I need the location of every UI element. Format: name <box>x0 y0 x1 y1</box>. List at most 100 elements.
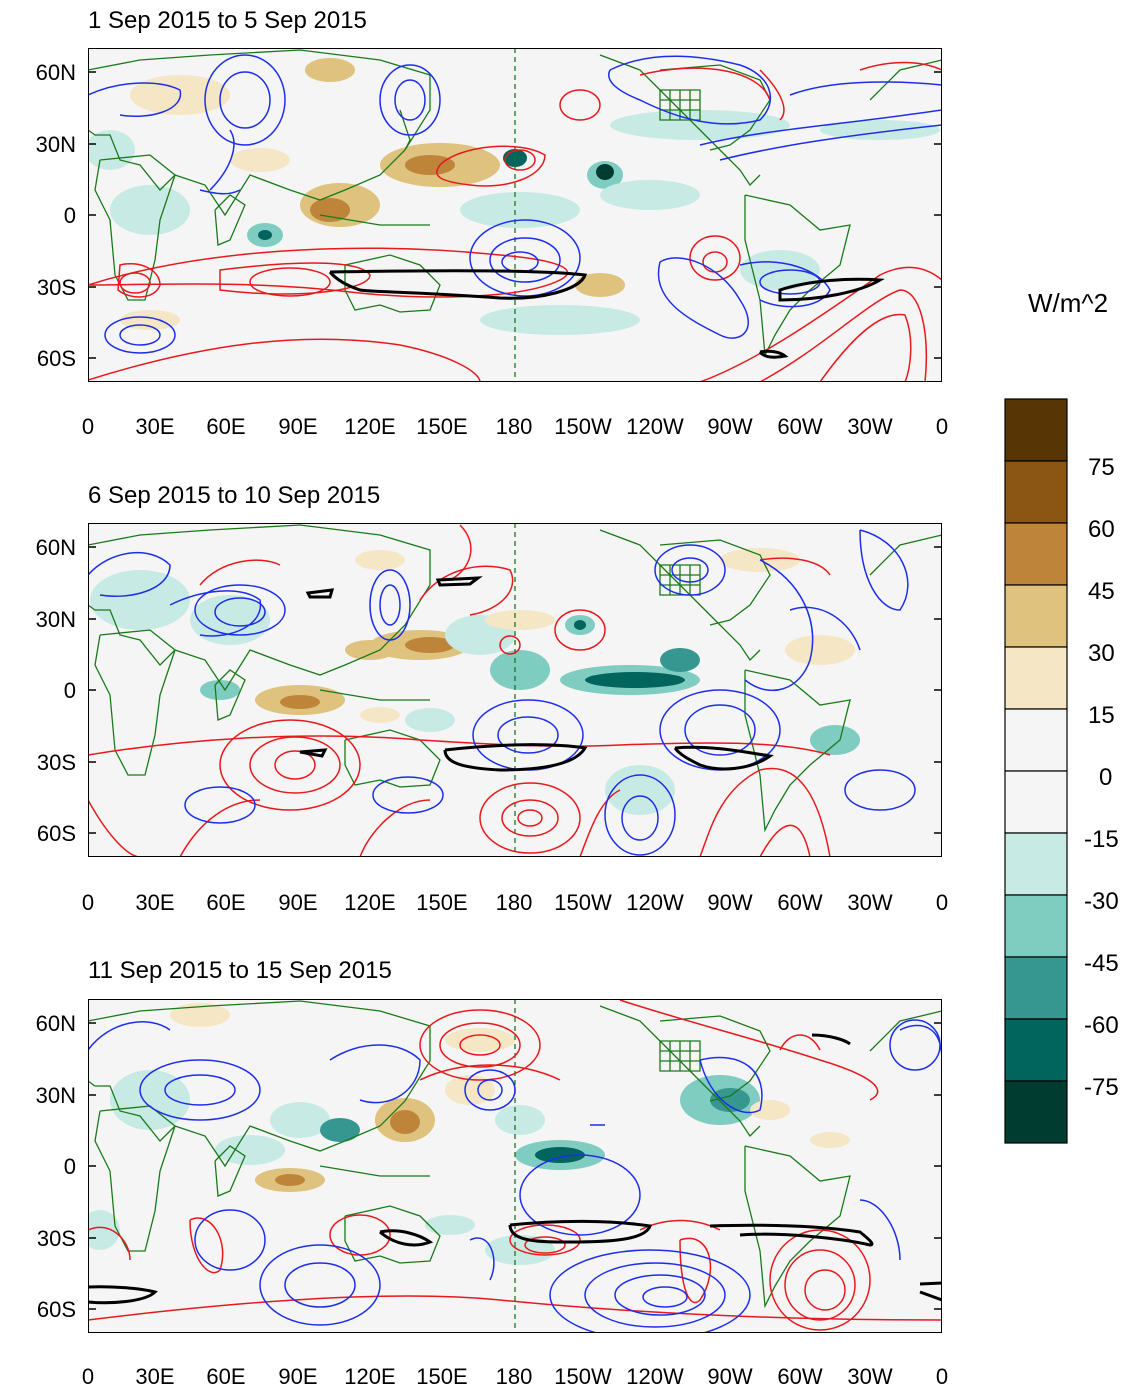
lon-tick: 90E <box>278 414 317 439</box>
lon-tick: 90W <box>707 890 752 915</box>
lon-tick: 30E <box>135 1364 174 1389</box>
lon-tick: 30E <box>135 890 174 915</box>
colorbar-box <box>1004 584 1068 648</box>
lat-tick: 0 <box>64 203 76 228</box>
lat-tick: 60N <box>36 60 76 85</box>
lon-tick: 0 <box>82 414 94 439</box>
lon-tick: 90W <box>707 1364 752 1389</box>
lon-tick: 90W <box>707 414 752 439</box>
panel-2-lon-labels: 0 30E 60E 90E 120E 150E 180 150W 120W 90… <box>82 890 948 915</box>
colorbar-label: 30 <box>1088 640 1115 667</box>
lon-tick: 60E <box>206 890 245 915</box>
panel-2-title: 6 Sep 2015 to 10 Sep 2015 <box>88 482 380 509</box>
panel-3-positive-contours <box>88 999 942 1331</box>
panel-2-shading <box>90 548 860 815</box>
lon-tick: 120E <box>344 414 395 439</box>
lon-tick: 120W <box>626 414 684 439</box>
colorbar-label: 15 <box>1088 702 1115 729</box>
lon-tick: 150W <box>554 890 612 915</box>
panel-1-shading <box>88 58 940 335</box>
lon-tick: 30E <box>135 414 174 439</box>
colorbar-label: 0 <box>1099 764 1112 791</box>
colorbar-box <box>1004 770 1068 834</box>
panel-2-thick-contours <box>299 576 774 772</box>
colorbar-label: -45 <box>1084 950 1119 977</box>
colorbar-units-label: W/m^2 <box>1028 288 1108 318</box>
panel-3-axis <box>88 1022 942 1310</box>
colorbar-label: -75 <box>1084 1074 1119 1101</box>
lat-tick: 30N <box>36 132 76 157</box>
colorbar-label: 45 <box>1088 578 1115 605</box>
panel-2-coastlines <box>88 524 942 833</box>
lat-tick: 60N <box>36 535 76 560</box>
lon-tick: 120E <box>344 890 395 915</box>
lon-tick: 150W <box>554 414 612 439</box>
colorbar-label: -30 <box>1084 888 1119 915</box>
panel-3-map <box>88 999 942 1333</box>
lon-tick: 60W <box>777 890 822 915</box>
lat-tick: 0 <box>64 1154 76 1179</box>
lon-tick: 150E <box>416 414 467 439</box>
panel-3-thick-contours <box>88 1033 942 1305</box>
panel-2: 6 Sep 2015 to 10 Sep 2015 <box>36 482 948 915</box>
panel-1-map <box>88 48 942 382</box>
panel-2-map <box>88 523 942 857</box>
panel-2-axis <box>88 546 942 834</box>
panel-1-lon-labels: 0 30E 60E 90E 120E 150E 180 150W 120W 90… <box>82 414 948 439</box>
colorbar-label: -60 <box>1084 1012 1119 1039</box>
lon-tick: 150E <box>416 1364 467 1389</box>
lon-tick: 90E <box>278 1364 317 1389</box>
lon-tick: 120W <box>626 1364 684 1389</box>
lon-tick: 0 <box>936 1364 948 1389</box>
lat-tick: 60S <box>37 821 76 846</box>
lon-tick: 0 <box>82 1364 94 1389</box>
panel-1-coastlines <box>88 49 942 358</box>
colorbar-label: 75 <box>1088 454 1115 481</box>
colorbar-box <box>1004 708 1068 772</box>
colorbar-box <box>1004 522 1068 586</box>
lat-tick: 60S <box>37 1297 76 1322</box>
lon-tick: 0 <box>936 890 948 915</box>
lon-tick: 30W <box>847 890 892 915</box>
lon-tick: 90E <box>278 890 317 915</box>
colorbar-box <box>1004 956 1068 1020</box>
lon-tick: 120W <box>626 890 684 915</box>
colorbar-box <box>1004 1018 1068 1082</box>
lon-tick: 60W <box>777 414 822 439</box>
lon-tick: 0 <box>936 414 948 439</box>
colorbar-label: -15 <box>1084 826 1119 853</box>
lat-tick: 60S <box>37 346 76 371</box>
lat-tick: 0 <box>64 678 76 703</box>
colorbar-box <box>1004 894 1068 958</box>
lon-tick: 150E <box>416 890 467 915</box>
panel-1-thick-contours <box>328 269 885 359</box>
panel-1: 1 Sep 2015 to 5 Sep 2015 <box>36 7 948 439</box>
colorbar-label: 60 <box>1088 516 1115 543</box>
colorbar-box <box>1004 460 1068 524</box>
lon-tick: 120E <box>344 1364 395 1389</box>
panel-3-coastlines <box>88 1000 942 1309</box>
panel-1-lat-labels: 60N 30N 0 30S 60S <box>36 60 76 371</box>
panel-1-negative-contours <box>88 54 942 354</box>
lon-tick: 180 <box>496 890 533 915</box>
lon-tick: 180 <box>496 414 533 439</box>
panel-1-positive-contours <box>88 61 942 382</box>
panel-2-lat-labels: 60N 30N 0 30S 60S <box>36 535 76 846</box>
panel-3-lon-labels: 0 30E 60E 90E 120E 150E 180 150W 120W 90… <box>82 1364 948 1389</box>
lat-tick: 30S <box>37 275 76 300</box>
lon-tick: 60W <box>777 1364 822 1389</box>
lat-tick: 30S <box>37 1226 76 1251</box>
lat-tick: 30N <box>36 1083 76 1108</box>
lon-tick: 0 <box>82 890 94 915</box>
colorbar-box <box>1004 832 1068 896</box>
colorbar-box <box>1004 646 1068 710</box>
lon-tick: 30W <box>847 1364 892 1389</box>
lat-tick: 30N <box>36 607 76 632</box>
panel-3: 11 Sep 2015 to 15 Sep 2015 <box>36 957 948 1389</box>
colorbar-labels: 75 60 45 30 15 0 -15 -30 -45 -60 -75 <box>1084 454 1119 1101</box>
lon-tick: 150W <box>554 1364 612 1389</box>
panel-1-axis <box>88 71 942 359</box>
lat-tick: 30S <box>37 750 76 775</box>
lat-tick: 60N <box>36 1011 76 1036</box>
colorbar: W/m^2 75 60 45 30 15 0 -15 -30 -45 -60 -… <box>1004 288 1119 1144</box>
